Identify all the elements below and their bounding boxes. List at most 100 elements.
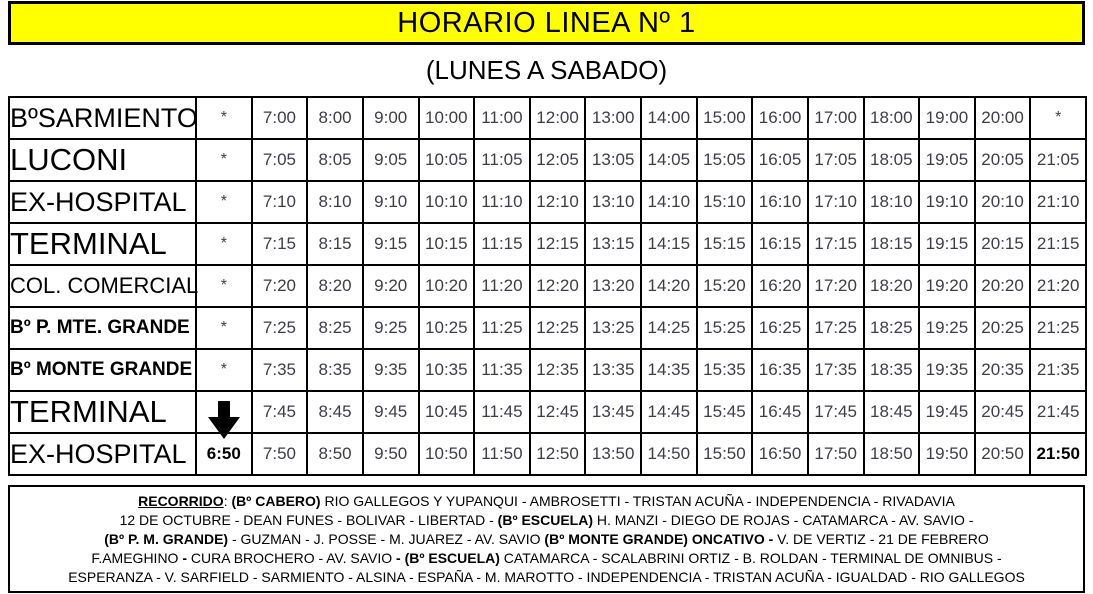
time-cell: 8:05 [306,138,364,182]
time-cell: 10:10 [417,180,476,224]
time-cell: 7:50 [250,432,309,476]
time-cell: 11:45 [473,390,531,434]
time-cell: 20:10 [973,180,1032,224]
time-cell: 10:35 [417,348,476,392]
time-cell: 12:10 [528,180,587,224]
arrow-cell [195,390,253,439]
time-cell: 9:45 [361,390,420,434]
time-cell: 17:50 [806,432,865,476]
time-cell: 14:15 [640,222,698,266]
time-cell: 7:05 [250,138,309,182]
schedule-body: BºSARMIENTO * 7:00 8:00 9:00 10:00 11:00 12:00 1… [8,96,1087,476]
time-cell: 10:15 [417,222,476,266]
no-service-marker: * [195,96,253,140]
time-cell: 15:25 [695,306,754,350]
time-cell: 13:05 [584,138,642,182]
time-cell: 8:25 [306,306,364,350]
time-cell: 7:35 [250,348,309,392]
time-cell: 10:20 [417,264,476,308]
time-cell: 8:15 [306,222,364,266]
time-cell: 15:45 [695,390,754,434]
station-name: Bº MONTE GRANDE [8,348,197,392]
time-cell: 18:10 [862,180,921,224]
time-cell: 17:10 [806,180,865,224]
time-cell: 11:25 [473,306,531,350]
time-cell: 20:00 [973,96,1032,140]
time-cell: 12:25 [528,306,587,350]
time-cell: 12:35 [528,348,587,392]
time-cell: 20:50 [973,432,1032,476]
time-cell: 21:10 [1029,180,1087,224]
time-cell: 9:05 [361,138,420,182]
time-cell: 8:20 [306,264,364,308]
time-cell: 8:00 [306,96,364,140]
down-arrow-icon [207,401,240,439]
time-cell: 16:00 [751,96,809,140]
time-cell: 15:05 [695,138,754,182]
time-cell: 21:25 [1029,306,1087,350]
no-service-marker: * [195,306,253,350]
recorrido-line: 12 DE OCTUBRE - DEAN FUNES - BOLIVAR - L… [119,512,974,528]
time-cell: 17:35 [806,348,865,392]
recorrido-block: RECORRIDO: (Bº CABERO) RIO GALLEGOS Y YU… [8,485,1085,593]
time-cell: 15:20 [695,264,754,308]
time-cell: 18:45 [862,390,921,434]
time-cell: 17:05 [806,138,865,182]
time-cell: 16:05 [751,138,809,182]
time-cell: 16:20 [751,264,809,308]
no-service-marker: * [195,180,253,224]
time-cell: 7:00 [250,96,309,140]
time-cell: 8:50 [306,432,364,476]
time-cell: 17:45 [806,390,865,434]
time-cell: 14:45 [640,390,698,434]
time-cell: 16:45 [751,390,809,434]
time-cell: 10:00 [417,96,476,140]
time-cell: 9:20 [361,264,420,308]
station-name: Bº P. MTE. GRANDE [8,306,197,350]
time-cell: 7:10 [250,180,309,224]
time-cell: 18:20 [862,264,921,308]
page-subtitle: (LUNES A SABADO) [425,55,668,85]
station-name: TERMINAL [8,222,197,266]
time-cell: 12:15 [528,222,587,266]
time-cell: 10:45 [417,390,476,434]
time-cell: 20:35 [973,348,1032,392]
time-cell: 19:25 [918,306,976,350]
time-cell: 9:00 [361,96,420,140]
recorrido-line: ESPERANZA - V. SARFIELD - SARMIENTO - AL… [68,569,1025,585]
time-cell: 18:25 [862,306,921,350]
time-cell: 9:10 [361,180,420,224]
time-cell: 11:00 [473,96,531,140]
time-cell: 21:20 [1029,264,1087,308]
time-cell: 14:50 [640,432,698,476]
time-cell: 17:20 [806,264,865,308]
time-cell: 6:50 [195,432,253,476]
title-banner: HORARIO LINEA Nº 1 [8,1,1085,45]
time-cell: 18:00 [862,96,921,140]
time-cell: 13:00 [584,96,642,140]
time-cell: 13:35 [584,348,642,392]
time-cell: 20:05 [973,138,1032,182]
time-cell: 7:20 [250,264,309,308]
no-service-marker: * [195,348,253,392]
time-cell: 17:00 [806,96,865,140]
time-cell: 14:05 [640,138,698,182]
time-cell: 14:10 [640,180,698,224]
time-cell: 12:50 [528,432,587,476]
time-cell: 16:50 [751,432,809,476]
time-cell: 9:25 [361,306,420,350]
time-cell: 19:05 [918,138,976,182]
time-cell: 21:35 [1029,348,1087,392]
schedule-table: BºSARMIENTO * 7:00 8:00 9:00 10:00 11:00 12:00 1… [8,96,1087,476]
time-cell: 15:35 [695,348,754,392]
recorrido-line: RECORRIDO: (Bº CABERO) RIO GALLEGOS Y YU… [138,493,955,509]
time-cell: 9:35 [361,348,420,392]
time-cell: 18:05 [862,138,921,182]
time-cell: 13:50 [584,432,642,476]
recorrido-line: F.AMEGHINO - CURA BROCHERO - AV. SAVIO -… [91,550,1002,566]
time-cell: 13:15 [584,222,642,266]
time-cell: 16:15 [751,222,809,266]
time-cell: 21:45 [1029,390,1087,434]
time-cell: 18:50 [862,432,921,476]
